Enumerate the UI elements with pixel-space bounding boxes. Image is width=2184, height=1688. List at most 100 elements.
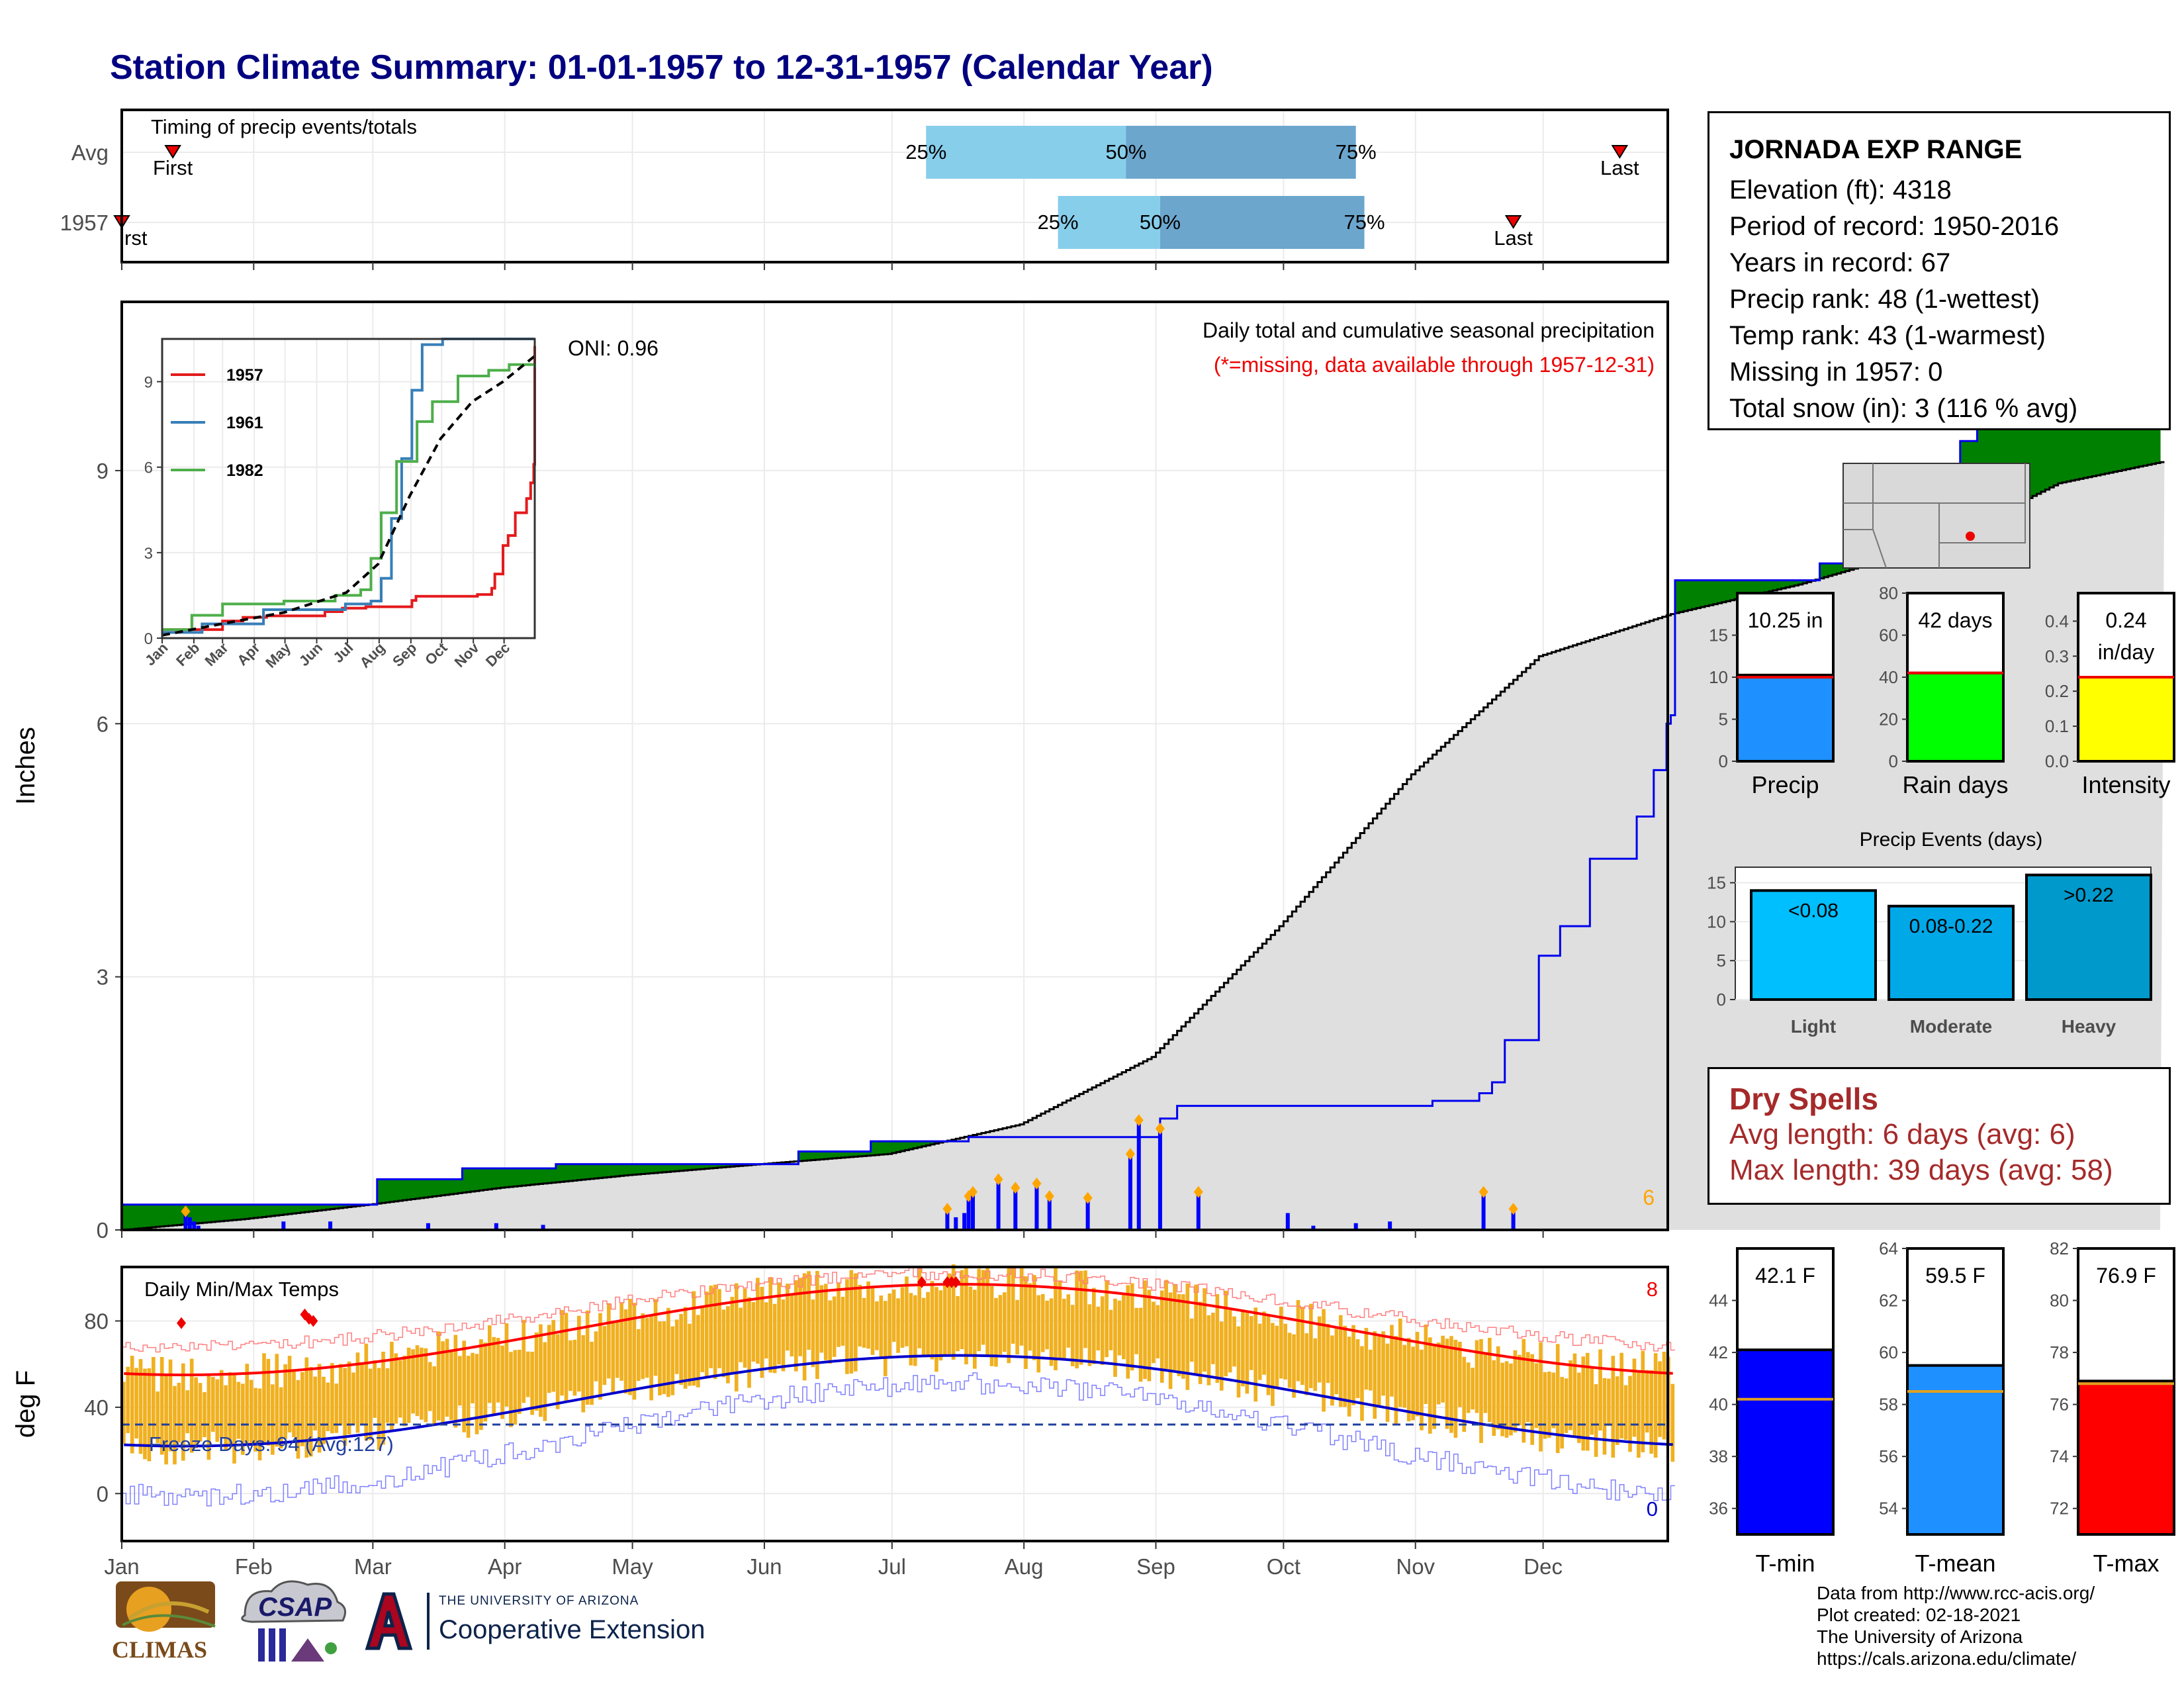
university-of-arizona-logo[interactable]: THE UNIVERSITY OF ARIZONA Cooperative Ex… <box>361 1589 745 1668</box>
temp-daily-bar <box>1420 1349 1424 1430</box>
precip-above-avg-fill <box>572 1164 578 1181</box>
precip-heavy-marker <box>181 1205 191 1217</box>
precip-above-avg-fill <box>802 1151 807 1161</box>
precip-subtitle: (*=missing, data available through 1957-… <box>1214 353 1655 377</box>
precip-daily-bar <box>945 1209 950 1230</box>
temp-daily-bar <box>1428 1337 1432 1434</box>
precip-above-avg-fill <box>287 1204 293 1214</box>
temp-daily-bar <box>445 1338 449 1417</box>
precip-above-avg-fill <box>1696 580 1702 608</box>
temp-daily-bar <box>879 1295 884 1358</box>
precip-daily-bar <box>328 1221 333 1230</box>
temp-daily-bar <box>1436 1342 1441 1405</box>
tmin-y-tick-label: 42 <box>1709 1342 1728 1362</box>
precip-above-avg-fill <box>688 1164 693 1170</box>
timing-label-25: 25% <box>1038 211 1079 234</box>
temp-daily-bar <box>632 1303 637 1400</box>
precip_total-y-tick-label: 10 <box>1709 667 1728 687</box>
temp-daily-bar <box>1449 1336 1453 1433</box>
temp-daily-bar <box>569 1340 572 1391</box>
temp-x-tick-label: Oct <box>1267 1554 1300 1579</box>
temp-daily-bar <box>917 1269 922 1348</box>
precip-above-avg-fill <box>2070 386 2075 481</box>
precip-above-avg-fill <box>483 1168 488 1190</box>
map-frame <box>1843 463 2030 569</box>
temp-daily-bar <box>1228 1309 1232 1373</box>
temp-daily-bar <box>232 1374 236 1464</box>
temp-daily-bar <box>1138 1307 1143 1382</box>
precip-above-avg-fill <box>887 1141 893 1154</box>
precip-above-avg-fill <box>1713 580 1718 604</box>
temp-daily-bar <box>1019 1268 1024 1346</box>
temp-y-tick-label: 80 <box>84 1309 109 1333</box>
temp-daily-bar <box>973 1289 977 1369</box>
intensity-y-tick-label: 0.4 <box>2045 611 2069 631</box>
temp-daily-bar <box>424 1348 428 1423</box>
tmax-y-tick-label: 74 <box>2050 1446 2069 1466</box>
temp-daily-bar <box>1441 1335 1445 1403</box>
precip-above-avg-fill <box>262 1204 267 1217</box>
temp-x-tick-label: Apr <box>488 1554 522 1579</box>
precip-above-avg-fill <box>909 1141 914 1150</box>
precip-above-avg-fill <box>679 1164 684 1171</box>
precip-daily-bar <box>954 1217 958 1230</box>
temp-daily-bar <box>1607 1378 1611 1427</box>
precip-above-avg-fill <box>164 1204 169 1227</box>
temp-daily-bar <box>905 1276 909 1346</box>
temp-daily-bar <box>420 1347 424 1420</box>
precip-above-avg-fill <box>653 1164 659 1173</box>
precip-above-avg-fill <box>2040 428 2046 492</box>
temp-daily-bar <box>1347 1336 1351 1417</box>
temp-daily-bar <box>555 1334 560 1409</box>
climas-logo[interactable]: CLIMAS <box>109 1579 222 1678</box>
temp-daily-bar <box>1543 1372 1547 1439</box>
precip-above-avg-fill <box>2045 428 2050 490</box>
tmean-y-tick-label: 62 <box>1879 1291 1898 1311</box>
precip-above-avg-fill <box>1772 580 1778 590</box>
precip-above-avg-fill <box>662 1164 667 1172</box>
precip-above-avg-fill <box>870 1141 876 1156</box>
precip-daily-bar <box>281 1221 286 1230</box>
precip-above-avg-fill <box>228 1204 233 1221</box>
temp-daily-bar <box>862 1297 866 1348</box>
temp-daily-bar <box>1189 1318 1194 1362</box>
temp-daily-bar <box>688 1323 692 1386</box>
timing-panel-border <box>120 109 1669 263</box>
temp-daily-bar <box>913 1295 917 1366</box>
precip-above-avg-fill <box>134 1204 140 1229</box>
temp-daily-bar <box>1232 1316 1236 1367</box>
temp-daily-bar <box>845 1279 849 1374</box>
temp-daily-bar <box>1488 1338 1492 1423</box>
precip-above-avg-fill <box>1717 580 1723 604</box>
dry-spells-title: Dry Spells <box>1729 1082 1878 1116</box>
temp-daily-bar <box>713 1284 717 1380</box>
precip-above-avg-fill <box>411 1179 416 1199</box>
temp-daily-bar <box>471 1352 475 1403</box>
temp-daily-bar <box>211 1377 215 1432</box>
temp-daily-bar <box>441 1341 445 1423</box>
csap-logo[interactable]: CSAP <box>232 1575 351 1681</box>
temp-daily-bar <box>1203 1288 1206 1372</box>
precip-above-avg-fill <box>560 1164 565 1182</box>
precip-above-avg-fill <box>292 1204 297 1214</box>
precip-heavy-marker <box>1011 1182 1021 1194</box>
temp-daily-bar <box>637 1329 641 1382</box>
temp-daily-bar <box>1194 1284 1198 1374</box>
tmax-y-tick-label: 82 <box>2050 1239 2069 1258</box>
precip-above-avg-fill <box>1786 580 1791 588</box>
inset-border <box>161 338 536 639</box>
temp-daily-bar <box>1632 1358 1637 1437</box>
temp-daily-bar <box>653 1299 658 1376</box>
precip-above-avg-fill <box>492 1168 497 1189</box>
inset-legend-label: 1957 <box>226 366 263 385</box>
precip-above-avg-fill <box>1704 580 1709 606</box>
temp-daily-bar <box>994 1297 998 1367</box>
temp-daily-bar <box>338 1364 343 1426</box>
temp-daily-bar <box>1411 1346 1415 1421</box>
precip-above-avg-fill <box>683 1164 688 1171</box>
temp-daily-bar <box>373 1360 377 1418</box>
temp-daily-bar <box>692 1291 696 1386</box>
temp-daily-bar <box>790 1294 794 1357</box>
precip-above-avg-fill <box>841 1151 846 1158</box>
tmean-y-tick-label: 64 <box>1879 1239 1898 1258</box>
